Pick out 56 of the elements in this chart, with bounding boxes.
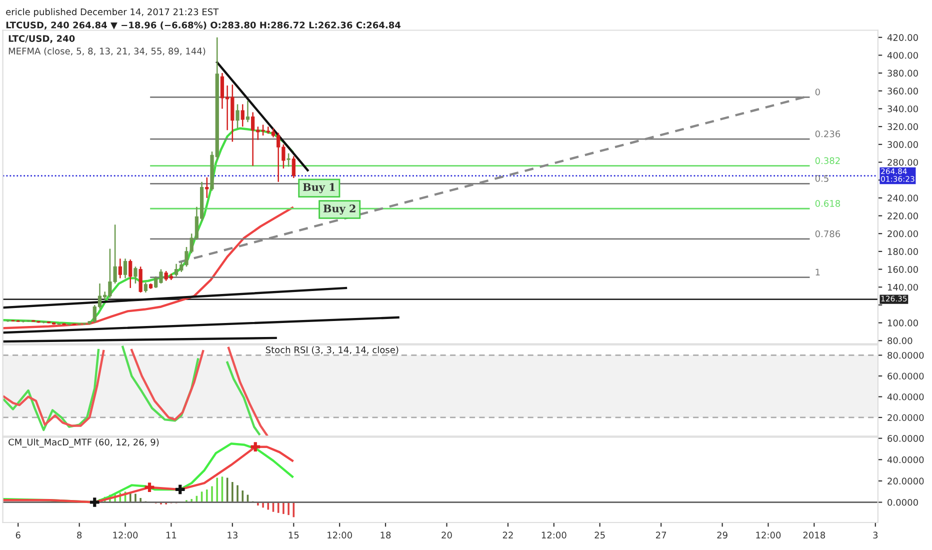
y-tick-label: 160.00	[888, 266, 918, 273]
y-tick-label: 20.0000	[888, 414, 924, 422]
y-tick-label: 340.00	[888, 105, 918, 112]
series-label: 0	[815, 88, 820, 96]
y-tick-label: 80.0000	[888, 352, 924, 359]
chart-title: LTC/USD, 240	[8, 35, 75, 44]
x-tick-label: 12:00	[756, 532, 781, 539]
x-tick-label: 29	[717, 532, 728, 539]
series-label: 1	[816, 268, 820, 276]
y-tick-label: 140.00	[888, 284, 918, 291]
y-tick-label: 320.00	[888, 123, 918, 130]
y-tick-label: 240.00	[888, 194, 918, 202]
text: ericle published December 14, 2017 21:23 EST	[6, 8, 219, 17]
text: MEFMA (close, 5, 8, 13, 21, 34, 55, 89, 144)	[8, 47, 206, 56]
x-tick-label: 11	[166, 532, 176, 538]
x-tick-label: 20	[442, 532, 452, 539]
x-tick-label: 25	[594, 532, 605, 539]
y-tick-label: 200.00	[888, 230, 918, 238]
x-tick-label: 27	[656, 532, 666, 538]
y-tick-label: 280.00	[888, 158, 918, 166]
text: LTCUSD, 240 264.84 ▼ −18.96 (−6.68%) O:283.80 H:286.72 L:262.36 C:264.84	[6, 21, 401, 30]
x-tick-label: 18	[380, 532, 391, 539]
x-tick-label: 12:00	[542, 532, 566, 539]
x-tick-label: 12:00	[328, 532, 352, 539]
x-tick-label: 22	[502, 532, 513, 538]
y-tick-label: 420.00	[887, 34, 918, 41]
x-tick-label: 15	[288, 532, 299, 539]
x-tick-label: 12:00	[113, 532, 138, 539]
series-label: 0.786	[815, 230, 840, 238]
y-tick-label: 300.00	[888, 141, 918, 148]
y-tick-label: 220.00	[888, 212, 918, 220]
y-tick-label: 0.0000	[888, 498, 918, 506]
y-tick-label: 40.0000	[887, 456, 924, 464]
y-tick-label: 60.0000	[888, 372, 924, 380]
y-tick-label: 360.00	[888, 88, 918, 94]
annotation: Buy 2	[323, 204, 356, 215]
x-tick-label: 2018	[803, 532, 826, 539]
x-tick-label: 3	[873, 532, 878, 539]
y-tick-label: 380.00	[888, 70, 918, 77]
y-tick-label: 400.00	[887, 52, 918, 59]
series-label: 0.5	[815, 175, 828, 182]
x-tick-label: 13	[228, 532, 238, 539]
y-tick-label: 40.0000	[887, 393, 924, 400]
series-label: 0.236	[815, 130, 840, 138]
series-label: 0.382	[815, 157, 840, 164]
annotation: Buy 1	[303, 183, 335, 194]
x-tick-label: 8	[77, 532, 82, 539]
x-tick-label: 6	[16, 532, 20, 539]
y-tick-label: 100.00	[888, 320, 918, 326]
series-label: 0.618	[815, 200, 840, 207]
y-tick-label: 80.00	[888, 337, 912, 344]
y-tick-label: 180.00	[888, 248, 918, 255]
chart-title: CM_Ult_MacD_MTF (60, 12, 26, 9)	[8, 438, 159, 448]
y-tick-label: 60.0000	[888, 435, 924, 442]
chart-title: Stoch RSI (3, 3, 14, 14, close)	[266, 346, 398, 354]
y-tick-label: 20.0000	[888, 478, 924, 484]
